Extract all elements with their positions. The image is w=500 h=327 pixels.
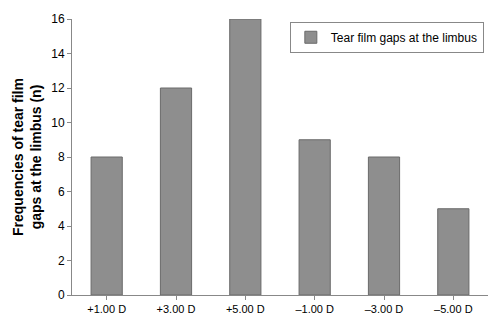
svg-text:+5.00 D: +5.00 D xyxy=(226,303,265,315)
svg-text:+1.00 D: +1.00 D xyxy=(87,303,126,315)
svg-text:8: 8 xyxy=(58,150,65,164)
svg-text:+3.00 D: +3.00 D xyxy=(157,303,196,315)
svg-text:10: 10 xyxy=(51,116,65,130)
svg-text:16: 16 xyxy=(51,12,65,26)
svg-text:2: 2 xyxy=(58,254,65,268)
svg-text:4: 4 xyxy=(58,219,65,233)
svg-text:–5.00 D: –5.00 D xyxy=(434,303,473,315)
svg-text:0: 0 xyxy=(58,288,65,302)
svg-text:12: 12 xyxy=(51,81,65,95)
svg-text:14: 14 xyxy=(51,47,65,61)
svg-text:Frequencies of tear filmgaps a: Frequencies of tear filmgaps at the limb… xyxy=(10,78,44,236)
svg-text:–1.00 D: –1.00 D xyxy=(295,303,334,315)
svg-text:6: 6 xyxy=(58,185,65,199)
svg-text:–3.00 D: –3.00 D xyxy=(365,303,404,315)
svg-text:Tear film gaps at the limbus: Tear film gaps at the limbus xyxy=(331,31,477,45)
